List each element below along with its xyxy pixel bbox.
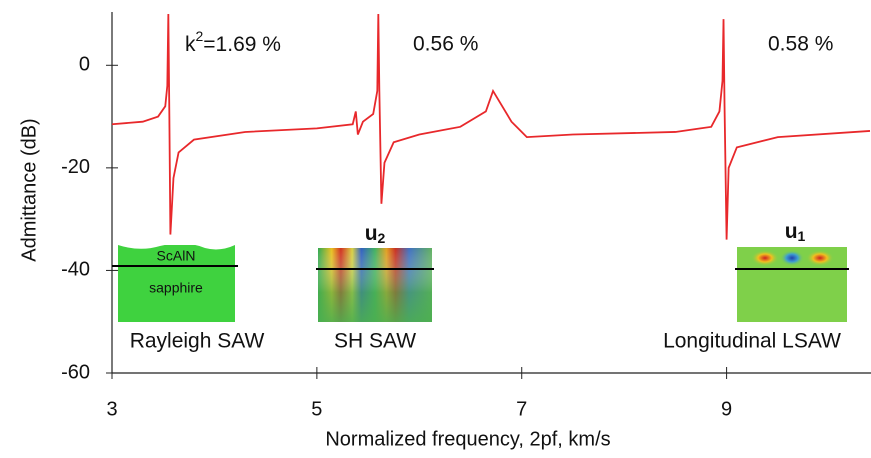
inset-lobe bbox=[806, 250, 834, 266]
component-label: u2 bbox=[365, 222, 386, 246]
axes bbox=[111, 12, 871, 374]
layer-label: sapphire bbox=[149, 280, 203, 296]
data-line bbox=[112, 13, 871, 240]
component-sub: 1 bbox=[798, 228, 806, 244]
y-tick-label: -40 bbox=[61, 259, 90, 281]
inset-lobe bbox=[780, 250, 804, 266]
inset-shade bbox=[318, 248, 432, 322]
annotation: k2=1.69 % bbox=[185, 28, 281, 56]
x-axis-title: Normalized frequency, 2pf, km/s bbox=[325, 428, 610, 450]
inset-sh: u2 SH SAW bbox=[316, 222, 434, 353]
y-tick-label: -20 bbox=[61, 156, 90, 178]
layer-label: ScAlN bbox=[157, 248, 196, 264]
x-tick-label: 5 bbox=[311, 398, 322, 420]
annotation-rest: =1.69 % bbox=[203, 33, 281, 56]
inset-image bbox=[118, 245, 235, 322]
x-tick-label: 3 bbox=[106, 398, 117, 420]
annotation: 0.56 % bbox=[413, 33, 478, 56]
inset-label: Longitudinal LSAW bbox=[663, 330, 841, 353]
inset-surface bbox=[118, 243, 235, 250]
inset-label: Rayleigh SAW bbox=[130, 330, 265, 353]
y-tick-label: -60 bbox=[61, 361, 90, 383]
x-tick-label: 7 bbox=[516, 398, 527, 420]
x-tick-label: 9 bbox=[721, 398, 732, 420]
annotation: 0.58 % bbox=[768, 33, 833, 56]
annotation-sup: 2 bbox=[196, 28, 204, 44]
inset-rayleigh: ScAlN sapphire Rayleigh SAW bbox=[112, 243, 264, 353]
component: u bbox=[365, 222, 378, 245]
component: u bbox=[785, 220, 798, 243]
annotation-text: k bbox=[185, 33, 196, 56]
component-sub: 2 bbox=[378, 230, 386, 246]
y-axis-title: Admittance (dB) bbox=[18, 118, 40, 261]
component-label: u1 bbox=[785, 220, 806, 244]
inset-label: SH SAW bbox=[334, 330, 416, 353]
y-tick-label: 0 bbox=[79, 54, 90, 76]
inset-lsaw: u1 Longitudinal LSAW bbox=[663, 220, 849, 353]
inset-lobe bbox=[751, 250, 779, 266]
